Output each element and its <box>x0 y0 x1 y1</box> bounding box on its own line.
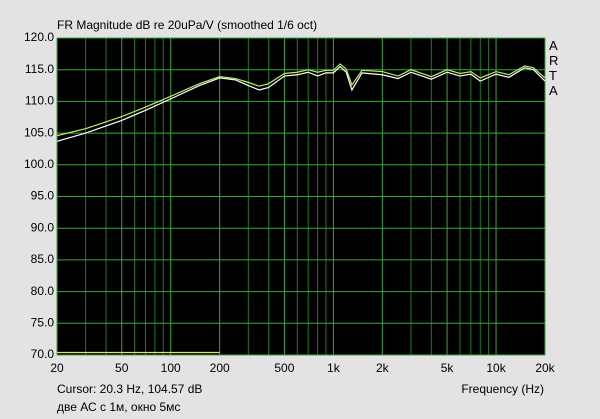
x-tick-label: 1k <box>327 361 341 375</box>
x-tick-label: 100 <box>161 361 181 375</box>
x-tick-label: 20k <box>535 361 555 375</box>
brand: ARTA <box>549 38 559 98</box>
x-tick-label: 20 <box>50 361 64 375</box>
x-tick-label: 2k <box>376 361 390 375</box>
chart-title: FR Magnitude dB re 20uPa/V (smoothed 1/6… <box>57 18 318 32</box>
x-tick-label: 10k <box>486 361 506 375</box>
y-tick-label: 105.0 <box>24 125 54 139</box>
y-tick-label: 85.0 <box>31 252 55 266</box>
y-tick-label: 120.0 <box>24 30 54 44</box>
x-tick-label: 50 <box>115 361 129 375</box>
y-tick-label: 75.0 <box>31 315 55 329</box>
x-axis-label: Frequency (Hz) <box>461 382 544 396</box>
y-tick-label: 110.0 <box>25 94 54 108</box>
cursor-readout: Cursor: 20.3 Hz, 104.57 dB <box>57 382 203 396</box>
y-tick-label: 70.0 <box>31 347 55 361</box>
y-tick-label: 100.0 <box>24 157 54 171</box>
y-tick-label: 95.0 <box>31 189 55 203</box>
series-line <box>56 65 546 142</box>
y-tick-label: 90.0 <box>31 220 55 234</box>
series-line <box>56 63 546 137</box>
x-tick-label: 5k <box>441 361 455 375</box>
x-tick-label: 500 <box>274 361 294 375</box>
note: две АС с 1м, окно 5мс <box>57 400 181 414</box>
y-tick-label: 80.0 <box>31 284 55 298</box>
x-tick-label: 200 <box>210 361 230 375</box>
y-tick-label: 115.0 <box>25 62 54 76</box>
